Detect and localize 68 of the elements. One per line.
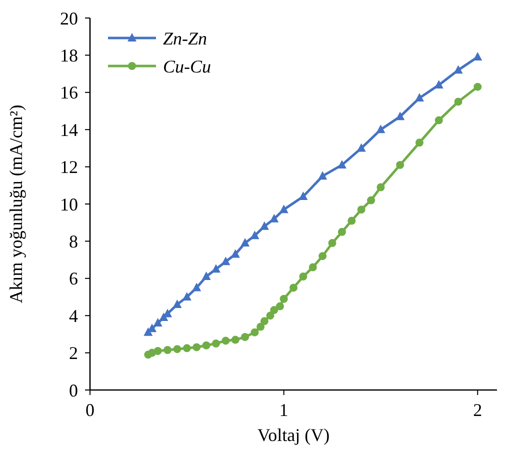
point <box>260 221 269 230</box>
y-tick-label: 0 <box>69 380 78 400</box>
point <box>299 272 308 281</box>
point <box>202 272 211 280</box>
x-axis-title: Voltaj (V) <box>257 425 330 445</box>
point <box>192 343 201 352</box>
point <box>172 299 182 308</box>
y-axis-title: Akım yoğunluğu (mA/cm²) <box>6 104 26 304</box>
point <box>231 336 240 344</box>
point <box>338 228 346 236</box>
point <box>328 239 336 248</box>
point <box>222 336 230 345</box>
x-tick-label: 1 <box>279 400 288 420</box>
point <box>182 344 191 352</box>
point <box>241 332 250 341</box>
x-tick-label: 0 <box>86 400 94 420</box>
y-tick-label: 14 <box>60 120 78 140</box>
y-tick-label: 16 <box>60 82 78 103</box>
point <box>192 282 202 292</box>
point <box>318 252 327 260</box>
point <box>357 206 366 214</box>
point <box>256 322 265 331</box>
point <box>474 82 482 91</box>
legend-label: Cu-Cu <box>163 56 212 76</box>
point <box>164 346 172 354</box>
y-tick-label: 4 <box>69 306 78 326</box>
y-tick-label: 12 <box>60 157 78 178</box>
point <box>356 143 366 152</box>
point <box>318 171 328 180</box>
point <box>280 294 288 303</box>
x-tick-label: 2 <box>473 400 482 420</box>
point <box>376 124 386 134</box>
point <box>153 318 162 327</box>
point <box>250 230 260 240</box>
y-tick-label: 10 <box>60 194 78 214</box>
point <box>396 112 405 120</box>
point <box>202 341 210 350</box>
point <box>250 328 259 336</box>
y-tick-label: 20 <box>60 8 78 28</box>
point <box>348 216 356 225</box>
point <box>414 92 424 102</box>
point <box>159 312 168 321</box>
point <box>367 196 376 204</box>
point <box>221 256 230 266</box>
point <box>173 345 182 354</box>
point <box>240 238 250 247</box>
point <box>454 98 462 106</box>
point <box>376 183 385 192</box>
point <box>279 204 288 214</box>
point <box>154 346 162 355</box>
y-tick-label: 8 <box>69 232 78 252</box>
point <box>270 306 278 314</box>
y-tick-label: 18 <box>60 46 78 66</box>
point <box>260 317 268 326</box>
legend-label: Zn-Zn <box>163 28 208 48</box>
point <box>144 327 153 336</box>
point <box>212 340 220 348</box>
point <box>434 116 443 124</box>
point <box>415 138 424 147</box>
point <box>276 302 284 310</box>
point <box>396 160 404 169</box>
point <box>270 214 279 222</box>
point <box>308 263 317 272</box>
point <box>290 284 298 292</box>
y-tick-label: 2 <box>69 343 78 364</box>
y-tick-label: 6 <box>69 268 78 289</box>
point <box>266 312 274 320</box>
point <box>337 160 346 168</box>
